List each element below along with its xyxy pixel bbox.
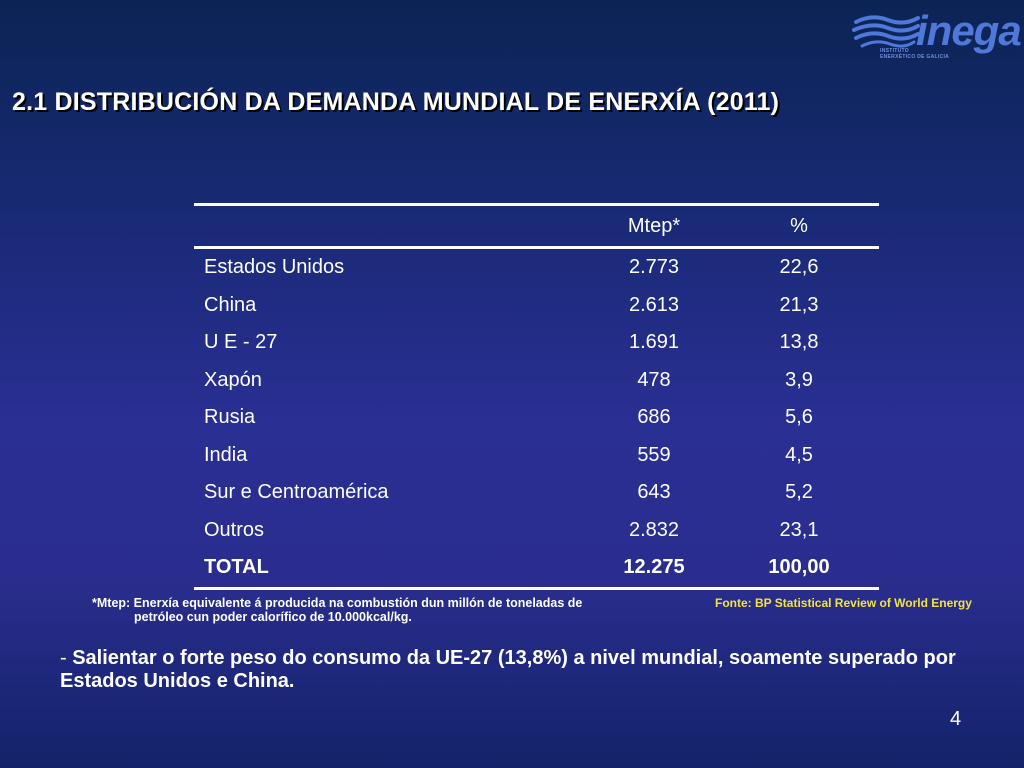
page-number: 4	[950, 708, 962, 730]
table-header-rule	[194, 246, 879, 249]
table-row: Rusia 686 5,6	[194, 399, 879, 437]
row-country: Outros	[204, 518, 265, 541]
table-row: Outros 2.832 23,1	[194, 512, 879, 550]
logo-subtitle: INSTITUTO ENERXÉTICO DE GALICIA	[880, 48, 949, 60]
total-label: TOTAL	[204, 556, 269, 579]
header-mtep: Mtep*	[627, 214, 681, 237]
row-percent: 13,8	[779, 331, 819, 354]
table-header-row: Mtep* %	[194, 206, 879, 246]
inega-logo: inega INSTITUTO ENERXÉTICO DE GALICIA	[852, 10, 1022, 66]
row-percent: 21,3	[779, 293, 819, 316]
header-percent: %	[790, 214, 808, 237]
row-mtep: 478	[637, 368, 671, 391]
mtep-footnote: *Mtep: Enerxía equivalente á producida n…	[92, 596, 672, 624]
footnote-line2: petróleo cun poder calorífico de 10.000k…	[134, 610, 412, 624]
table-row: China 2.613 21,3	[194, 287, 879, 325]
table-total-row: TOTAL 12.275 100,00	[194, 549, 879, 587]
total-percent: 100,00	[768, 556, 830, 579]
row-country: Estados Unidos	[204, 256, 345, 279]
row-mtep: 1.691	[628, 331, 680, 354]
row-percent: 3,9	[785, 368, 813, 391]
row-mtep: 2.832	[628, 518, 680, 541]
row-percent: 4,5	[785, 443, 813, 466]
row-mtep: 643	[637, 481, 671, 504]
row-country: U E - 27	[204, 331, 278, 354]
table-row: Xapón 478 3,9	[194, 362, 879, 400]
row-mtep: 2.773	[628, 256, 680, 279]
logo-subtitle-line2: ENERXÉTICO DE GALICIA	[880, 54, 950, 60]
table-top-rule	[194, 203, 879, 206]
logo-waves-icon	[852, 15, 920, 48]
bullet-dash: -	[60, 647, 73, 669]
slide-title: 2.1 DISTRIBUCIÓN DA DEMANDA MUNDIAL DE E…	[12, 88, 780, 116]
row-percent: 5,6	[785, 406, 813, 429]
bullet-text: Salientar o forte peso do consumo da UE-…	[60, 647, 956, 692]
table-body: Estados Unidos 2.773 22,6 China 2.613 21,3 U E…	[194, 249, 879, 549]
source-note: Fonte: BP Statistical Review of World En…	[715, 596, 972, 610]
energy-demand-table: Mtep* % Estados Unidos 2.773 22,6 China 2.61…	[194, 203, 879, 590]
row-percent: 5,2	[785, 481, 813, 504]
row-mtep: 559	[637, 443, 671, 466]
bullet-point: - Salientar o forte peso do consumo da U…	[60, 647, 960, 693]
row-country: Sur e Centroamérica	[204, 481, 389, 504]
total-mtep: 12.275	[623, 556, 685, 579]
logo-subtitle-line1: INSTITUTO	[880, 48, 909, 54]
row-country: Rusia	[204, 406, 256, 429]
row-country: India	[204, 443, 248, 466]
row-country: Xapón	[204, 368, 262, 391]
table-row: Sur e Centroamérica 643 5,2	[194, 474, 879, 512]
table-row: U E - 27 1.691 13,8	[194, 324, 879, 362]
logo-wordmark: inega	[916, 7, 1022, 54]
row-mtep: 686	[637, 406, 671, 429]
row-percent: 23,1	[779, 518, 819, 541]
footnote-line1: *Mtep: Enerxía equivalente á producida n…	[92, 596, 583, 610]
row-percent: 22,6	[779, 256, 819, 279]
row-mtep: 2.613	[628, 293, 680, 316]
table-row: India 559 4,5	[194, 437, 879, 475]
table-bottom-rule	[194, 586, 879, 590]
row-country: China	[204, 293, 257, 316]
table-row: Estados Unidos 2.773 22,6	[194, 249, 879, 287]
